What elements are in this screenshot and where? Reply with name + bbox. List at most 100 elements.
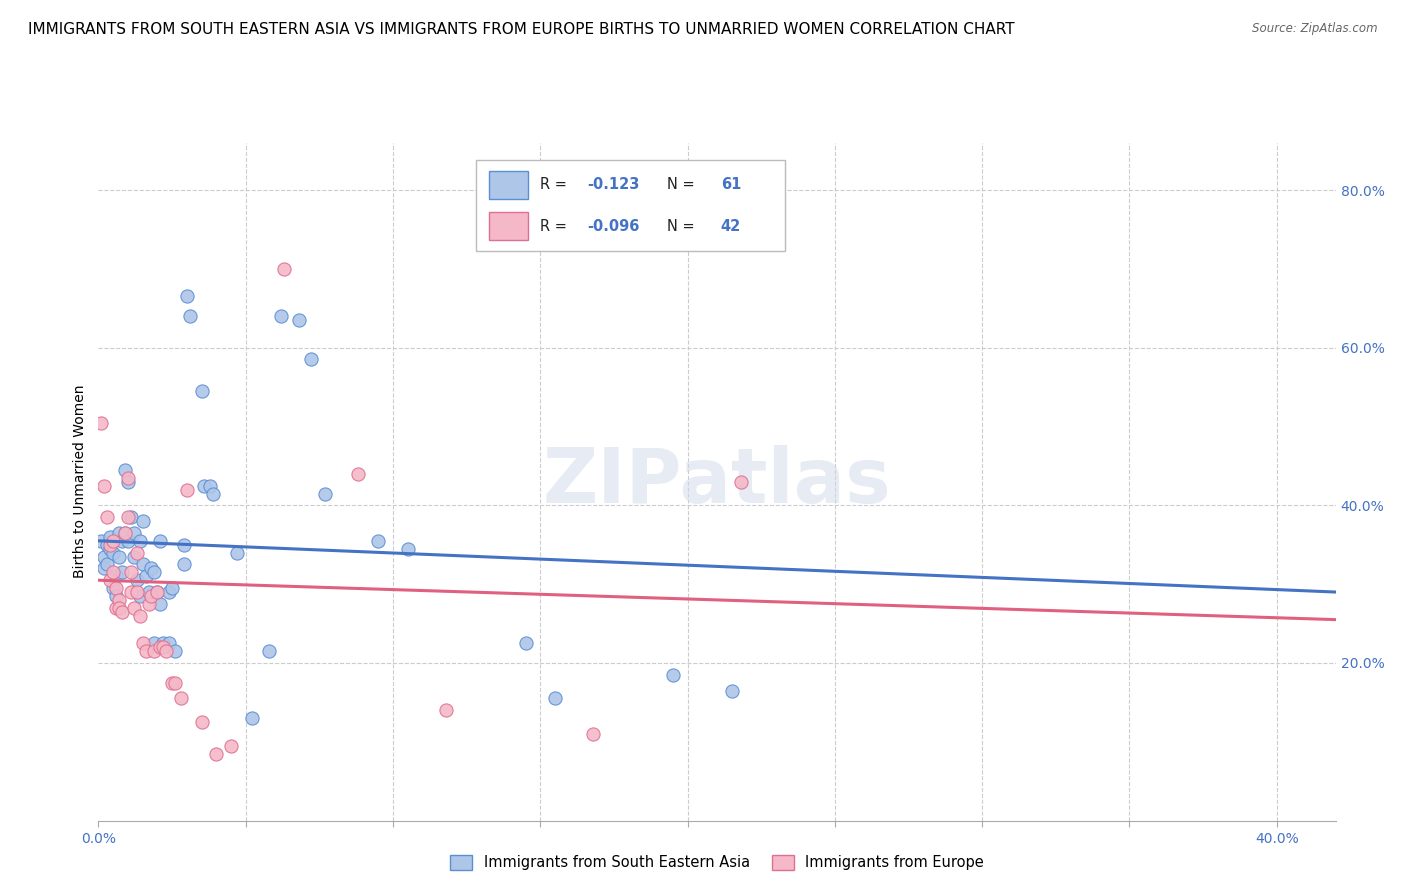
Point (90, 416, 112, 430)
Point (146, 585, 169, 599)
Point (143, 644, 166, 658)
Point (101, 566, 124, 580)
Point (176, 483, 198, 497)
Point (157, 636, 180, 650)
Point (143, 636, 166, 650)
Point (98, 541, 121, 556)
Point (105, 600, 128, 615)
Text: Source: ZipAtlas.com: Source: ZipAtlas.com (1253, 22, 1378, 36)
Point (98, 538, 121, 552)
Point (101, 546, 124, 560)
Point (155, 644, 177, 658)
Text: -0.096: -0.096 (586, 219, 640, 234)
Point (108, 525, 131, 540)
Point (163, 675, 186, 690)
Point (105, 581, 128, 595)
Point (131, 636, 153, 650)
Point (346, 467, 368, 481)
Point (131, 514, 153, 528)
Point (117, 510, 139, 524)
Point (128, 533, 150, 548)
Point (96, 558, 118, 572)
Point (135, 644, 157, 658)
Point (287, 313, 309, 327)
Point (240, 711, 263, 725)
FancyBboxPatch shape (489, 171, 529, 199)
Point (120, 566, 142, 580)
Point (135, 569, 157, 583)
FancyBboxPatch shape (489, 212, 529, 240)
Text: IMMIGRANTS FROM SOUTH EASTERN ASIA VS IMMIGRANTS FROM EUROPE BIRTHS TO UNMARRIED: IMMIGRANTS FROM SOUTH EASTERN ASIA VS IM… (28, 22, 1015, 37)
Point (122, 600, 145, 615)
Point (117, 475, 139, 489)
Point (190, 715, 212, 730)
Point (105, 589, 128, 603)
Point (200, 478, 222, 492)
Point (96, 538, 118, 552)
Point (149, 597, 172, 611)
Point (111, 605, 134, 619)
Point (93, 549, 115, 564)
Point (108, 593, 131, 607)
Point (117, 471, 139, 485)
Point (173, 538, 195, 552)
Point (125, 546, 148, 560)
Point (114, 525, 136, 540)
Text: 61: 61 (721, 178, 741, 193)
Point (93, 478, 115, 492)
Point (114, 463, 136, 477)
Point (434, 703, 457, 717)
Point (173, 558, 195, 572)
Text: R =: R = (540, 178, 572, 193)
Point (176, 289, 198, 303)
Text: -0.123: -0.123 (586, 178, 640, 193)
Point (544, 691, 567, 706)
Point (114, 525, 136, 540)
Point (270, 309, 292, 323)
Point (122, 549, 145, 564)
Point (111, 566, 134, 580)
Text: R =: R = (540, 219, 572, 234)
Point (190, 384, 212, 398)
Point (122, 525, 145, 540)
Point (149, 640, 172, 655)
Point (128, 608, 150, 623)
Point (205, 747, 228, 761)
Point (202, 486, 225, 500)
Point (720, 683, 742, 698)
Point (138, 597, 160, 611)
Point (131, 558, 153, 572)
Point (152, 636, 174, 650)
Point (193, 478, 215, 492)
Point (299, 352, 322, 367)
Point (152, 640, 174, 655)
Point (128, 589, 150, 603)
Point (101, 581, 124, 595)
Text: ZIPatlas: ZIPatlas (543, 445, 891, 518)
Point (273, 261, 295, 276)
Point (141, 589, 163, 603)
Legend: Immigrants from South Eastern Asia, Immigrants from Europe: Immigrants from South Eastern Asia, Immi… (443, 847, 991, 878)
Point (125, 573, 148, 587)
Point (141, 561, 163, 575)
Point (108, 549, 131, 564)
Point (730, 475, 752, 489)
Point (515, 636, 537, 650)
Point (367, 533, 389, 548)
Point (219, 739, 242, 753)
Point (138, 585, 160, 599)
Point (160, 675, 183, 690)
Point (225, 546, 247, 560)
Point (160, 581, 183, 595)
Point (98, 573, 121, 587)
Text: 42: 42 (721, 219, 741, 234)
Point (93, 561, 115, 575)
Point (149, 533, 172, 548)
Point (259, 644, 281, 658)
Point (157, 585, 180, 599)
Point (662, 668, 685, 682)
Point (163, 644, 186, 658)
Text: N =: N = (666, 178, 699, 193)
Point (582, 727, 605, 741)
Point (143, 566, 166, 580)
